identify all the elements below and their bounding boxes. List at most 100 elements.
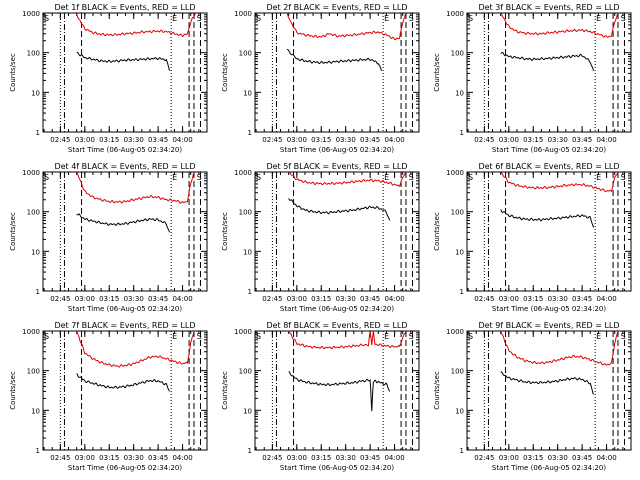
marker-end: E: [384, 332, 389, 341]
panel-det-7: Det 7f BLACK = Events, RED = LLD 1 10 100 10…: [9, 321, 208, 472]
x-tick-label: 03:30: [548, 454, 568, 462]
marker-start: S: [44, 332, 49, 341]
y-tick-label: 1: [36, 288, 40, 296]
x-tick-label: 03:45: [572, 454, 592, 462]
panel-title: Det 7f BLACK = Events, RED = LLD: [54, 321, 195, 330]
series-line-lld: [288, 172, 407, 187]
plot-frame: [42, 330, 208, 451]
x-tick-label: 03:45: [360, 454, 380, 462]
x-tick-label: 04:00: [384, 136, 404, 144]
panel-det-2: Det 2f BLACK = Events, RED = LLD 1 10 100 10…: [221, 3, 420, 154]
y-tick-label: 1000: [446, 10, 464, 18]
panel-det-5: Det 5f BLACK = Events, RED = LLD 1 10 100 10…: [221, 162, 420, 313]
x-tick-label: 02:45: [474, 454, 494, 462]
x-tick-label: 02:45: [262, 295, 282, 303]
y-axis-label: Counts/sec: [433, 371, 441, 410]
marker-start-2: S: [409, 173, 414, 182]
series-line-lld: [76, 331, 195, 368]
x-tick-label: 02:45: [262, 454, 282, 462]
marker-start-2: S: [621, 14, 626, 23]
x-tick-label: 03:00: [287, 454, 307, 462]
x-tick-label: 03:15: [523, 454, 543, 462]
y-tick-label: 1000: [22, 10, 40, 18]
marker-start-2: S: [197, 332, 202, 341]
plot-frame: [466, 12, 632, 133]
y-tick-label: 10: [31, 248, 40, 256]
y-tick-label: 100: [27, 50, 40, 58]
x-tick-label: 02:45: [474, 136, 494, 144]
x-tick-label: 03:45: [360, 136, 380, 144]
y-tick-label: 1: [36, 447, 40, 455]
x-axis-label: Start Time (06-Aug-05 02:34:20): [280, 464, 394, 472]
marker-start: S: [468, 14, 473, 23]
marker-start-2: S: [197, 14, 202, 23]
x-tick-label: 03:30: [124, 136, 144, 144]
y-tick-label: 1: [248, 447, 252, 455]
y-tick-label: 1: [460, 288, 464, 296]
panel-title: Det 9f BLACK = Events, RED = LLD: [478, 321, 619, 330]
marker-start-2: S: [409, 14, 414, 23]
plot-frame: [254, 12, 420, 133]
y-tick-label: 1000: [234, 328, 252, 336]
series-line-events: [288, 371, 391, 412]
panel-det-4: Det 4f BLACK = Events, RED = LLD 1 10 100 10…: [9, 162, 208, 313]
marker-start-2: S: [409, 332, 414, 341]
x-tick-label: 03:00: [499, 136, 519, 144]
x-axis-label: Start Time (06-Aug-05 02:34:20): [492, 146, 606, 154]
x-axis-label: Start Time (06-Aug-05 02:34:20): [492, 464, 606, 472]
y-tick-label: 1000: [22, 328, 40, 336]
x-tick-label: 03:15: [311, 454, 331, 462]
series-line-lld: [76, 13, 197, 38]
x-tick-label: 03:15: [99, 454, 119, 462]
y-axis-label: Counts/sec: [9, 371, 17, 410]
marker-end: E: [596, 173, 601, 182]
y-tick-label: 1000: [234, 10, 252, 18]
marker-start: S: [44, 173, 49, 182]
y-tick-label: 10: [31, 89, 40, 97]
series-line-events: [76, 373, 170, 392]
marker-start: S: [44, 14, 49, 23]
plot-frame: [42, 12, 208, 133]
x-tick-label: 02:45: [50, 295, 70, 303]
x-axis-label: Start Time (06-Aug-05 02:34:20): [68, 146, 182, 154]
y-tick-label: 1000: [234, 169, 252, 177]
panel-det-9: Det 9f BLACK = Events, RED = LLD 1 10 100 10…: [433, 321, 632, 472]
y-axis-label: Counts/sec: [433, 53, 441, 92]
x-tick-label: 03:00: [287, 295, 307, 303]
series-line-events: [500, 209, 594, 228]
y-axis-label: Counts/sec: [433, 212, 441, 251]
x-tick-label: 04:00: [384, 454, 404, 462]
y-axis-label: Counts/sec: [221, 371, 229, 410]
y-tick-label: 1000: [446, 328, 464, 336]
panel-title: Det 2f BLACK = Events, RED = LLD: [266, 3, 407, 12]
panel-det-3: Det 3f BLACK = Events, RED = LLD 1 10 100 10…: [433, 3, 632, 154]
x-tick-label: 03:15: [311, 136, 331, 144]
series-line-events: [76, 213, 170, 233]
y-axis-label: Counts/sec: [221, 212, 229, 251]
panel-title: Det 5f BLACK = Events, RED = LLD: [266, 162, 407, 171]
x-tick-label: 03:00: [499, 295, 519, 303]
y-tick-label: 100: [239, 50, 252, 58]
y-tick-label: 1: [460, 447, 464, 455]
plot-frame: [466, 330, 632, 451]
y-tick-label: 100: [239, 209, 252, 217]
x-axis-label: Start Time (06-Aug-05 02:34:20): [280, 305, 394, 313]
marker-end: E: [172, 173, 177, 182]
series-line-events: [286, 48, 382, 71]
y-tick-label: 1000: [22, 169, 40, 177]
marker-end: E: [384, 14, 389, 23]
series-line-lld: [286, 13, 407, 41]
x-tick-label: 04:00: [384, 295, 404, 303]
y-axis-label: Counts/sec: [9, 212, 17, 251]
x-tick-label: 03:15: [311, 295, 331, 303]
x-tick-label: 03:30: [336, 136, 356, 144]
y-tick-label: 10: [243, 407, 252, 415]
marker-end: E: [596, 14, 601, 23]
series-line-lld: [500, 172, 619, 193]
y-tick-label: 1: [248, 288, 252, 296]
panel-det-8: Det 8f BLACK = Events, RED = LLD 1 10 100 10…: [221, 321, 420, 472]
marker-start: S: [256, 332, 261, 341]
marker-end: E: [172, 14, 177, 23]
x-tick-label: 03:00: [75, 295, 95, 303]
panel-title: Det 8f BLACK = Events, RED = LLD: [266, 321, 407, 330]
